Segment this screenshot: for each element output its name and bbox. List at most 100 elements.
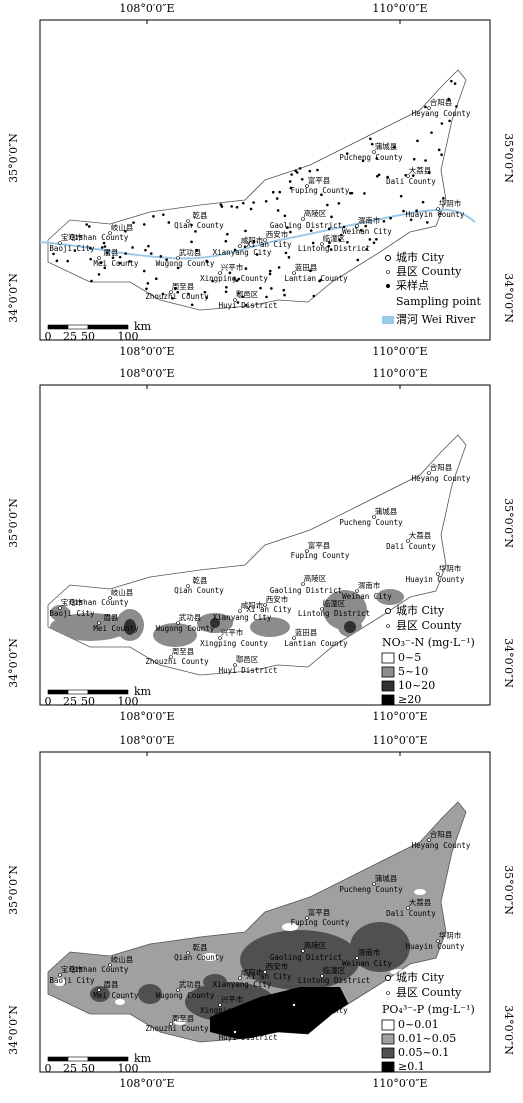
place-name-zh: 宝鸡市 xyxy=(61,597,84,607)
map-panel: 108°0′0″E 108°0′0″E 110°0′0″E 110°0′0″E 35°0… xyxy=(7,367,515,723)
sampling-point xyxy=(66,259,70,263)
place-name-zh: 眉县 xyxy=(104,613,119,622)
legend-symbol xyxy=(386,991,390,995)
place-name-zh: 武功县 xyxy=(179,612,202,622)
place-name-en: Qishan County xyxy=(70,233,129,242)
legend-swatch xyxy=(381,680,395,692)
sampling-point xyxy=(147,244,150,248)
place-name-zh: 蒲城县 xyxy=(375,873,398,883)
sampling-point xyxy=(330,215,333,219)
sampling-point xyxy=(275,197,279,200)
place-name-en: Gaoling District xyxy=(270,953,342,962)
sampling-point xyxy=(392,145,396,149)
sampling-point xyxy=(237,292,240,295)
sampling-point xyxy=(298,167,302,170)
sampling-point xyxy=(359,228,363,232)
legend-label: 城市 City xyxy=(396,970,445,984)
sampling-point xyxy=(149,252,153,255)
legend-swatch xyxy=(381,1019,395,1031)
place-marker xyxy=(372,515,376,519)
place-name-zh: 咸阳市 xyxy=(241,967,264,977)
sampling-point xyxy=(372,241,376,245)
place-marker xyxy=(320,974,324,978)
place-name-zh: 华阴市 xyxy=(439,563,462,573)
sampling-point xyxy=(453,82,457,85)
lat-label: 34°0′0″N xyxy=(502,1005,515,1055)
legend-swatch xyxy=(381,652,395,664)
sampling-point xyxy=(440,122,444,125)
sampling-point xyxy=(345,152,349,155)
place-marker xyxy=(233,298,237,302)
sampling-point xyxy=(124,229,127,233)
scale-label: 50 xyxy=(81,1062,95,1075)
sampling-point xyxy=(73,249,77,252)
sampling-point xyxy=(409,218,413,222)
place-name-en: Qishan County xyxy=(70,598,129,607)
sampling-point xyxy=(131,246,134,249)
sampling-point xyxy=(368,238,372,241)
place-name-en: Mei County xyxy=(93,624,139,633)
class-5-10 xyxy=(153,623,197,647)
place-marker xyxy=(238,244,242,248)
legend-label: 县区 County xyxy=(396,265,462,278)
place-name-en: Huayin County xyxy=(406,942,465,951)
sampling-point xyxy=(195,248,198,252)
sampling-point xyxy=(171,296,174,300)
sampling-point xyxy=(226,232,229,236)
sampling-point xyxy=(244,267,248,270)
sampling-point xyxy=(328,241,331,244)
place-name-en: Dali County xyxy=(386,542,436,551)
lat-label: 35°0′0″N xyxy=(502,133,515,183)
legend-label: 0~0.01 xyxy=(398,1018,439,1031)
legend-symbol xyxy=(382,316,394,324)
legend-symbol xyxy=(386,624,390,628)
sampling-point xyxy=(249,207,253,211)
scale-bar xyxy=(67,689,89,695)
sampling-point xyxy=(152,215,155,218)
place-name-en: Qian County xyxy=(174,586,224,595)
place-marker xyxy=(372,150,376,154)
sampling-point xyxy=(219,203,223,206)
sampling-point xyxy=(194,230,197,233)
sampling-point xyxy=(161,292,165,296)
legend-symbol xyxy=(385,975,391,981)
place-name-en: Qian County xyxy=(174,221,224,230)
place-name-en: Fuping County xyxy=(291,551,350,560)
sampling-point xyxy=(271,190,275,194)
place-name-en: Heyang County xyxy=(412,474,471,483)
class-0.05-0.1 xyxy=(90,986,110,1002)
place-marker xyxy=(58,241,62,245)
class-0-0.01 xyxy=(54,978,66,986)
place-marker xyxy=(176,621,180,625)
lat-label: 34°0′0″N xyxy=(7,638,20,688)
place-name-en: Weinan City xyxy=(342,227,392,236)
scale-label: 50 xyxy=(81,695,95,708)
legend-label: 城市 City xyxy=(396,603,445,617)
sampling-point xyxy=(154,277,158,281)
place-name-zh: 兴平市 xyxy=(221,994,244,1004)
sampling-point xyxy=(361,159,365,163)
lon-label: 110°0′0″E xyxy=(372,710,427,723)
place-marker xyxy=(58,606,62,610)
place-name-en: Wugong County xyxy=(156,259,215,268)
place-name-en: Xingping County xyxy=(200,1006,268,1015)
sampling-point xyxy=(159,255,163,258)
lat-label: 35°0′0″N xyxy=(502,865,515,915)
scale-bar xyxy=(87,689,129,695)
place-name-zh: 鄠邑区 xyxy=(236,654,259,664)
sampling-point xyxy=(375,237,378,241)
sampling-point xyxy=(338,238,341,241)
place-marker xyxy=(427,471,431,475)
place-marker xyxy=(292,271,296,275)
place-name-zh: 岐山县 xyxy=(111,954,134,964)
place-name-zh: 西安市 xyxy=(266,961,289,971)
sampling-point xyxy=(327,227,331,231)
sampling-point xyxy=(268,269,272,273)
place-name-zh: 高陵区 xyxy=(304,208,327,218)
sampling-point xyxy=(270,287,273,290)
place-marker xyxy=(169,1022,173,1026)
sampling-point xyxy=(294,169,297,173)
scale-label: 25 xyxy=(63,695,77,708)
sampling-point xyxy=(233,277,236,280)
sampling-point xyxy=(203,290,207,294)
